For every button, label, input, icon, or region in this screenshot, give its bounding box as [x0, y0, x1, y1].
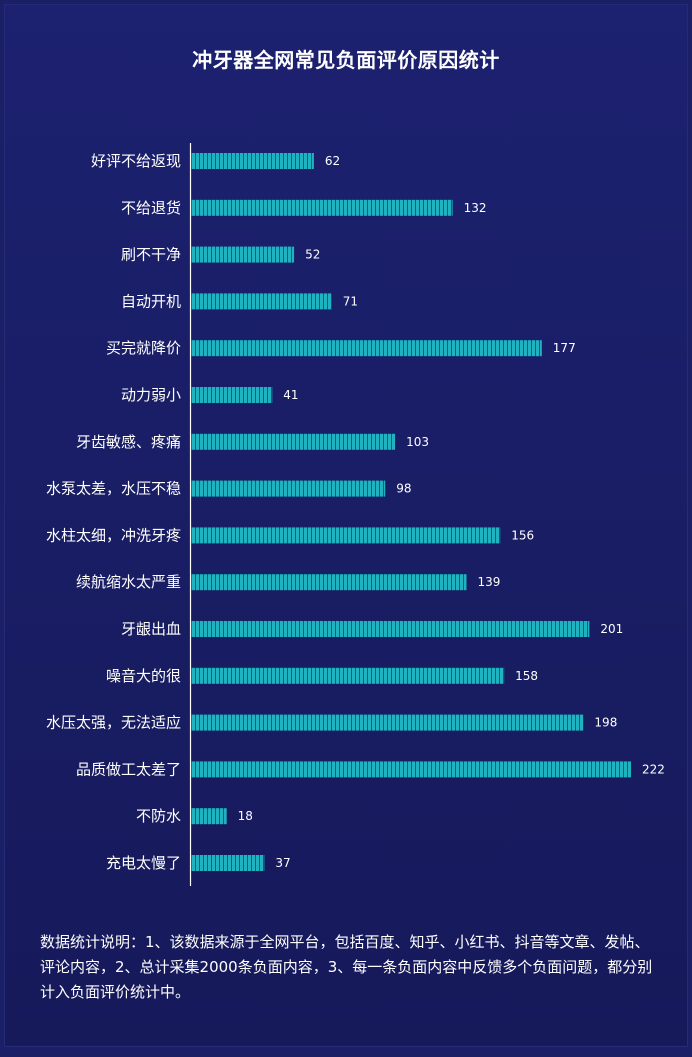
bar [191, 714, 584, 731]
bar [191, 340, 542, 357]
chart-card [4, 4, 688, 1047]
bar [191, 855, 265, 871]
data-note: 数据统计说明：1、该数据来源于全网平台，包括百度、知乎、小红书、抖音等文章、发帖… [40, 933, 653, 1001]
bar [191, 574, 467, 591]
chart-title: 冲牙器全网常见负面评价原因统计 [192, 48, 500, 72]
bar [191, 293, 332, 310]
value-label: 41 [283, 388, 298, 402]
category-label: 水柱太细，冲洗牙疼 [46, 526, 181, 544]
value-label: 52 [305, 248, 320, 262]
category-label: 动力弱小 [121, 386, 181, 404]
value-label: 156 [511, 528, 534, 542]
value-label: 98 [396, 482, 411, 496]
bar [191, 246, 295, 263]
category-label: 品质做工太差了 [76, 760, 181, 778]
bar [191, 480, 386, 497]
bar [191, 808, 227, 825]
category-label: 自动开机 [121, 292, 181, 310]
bar [191, 621, 590, 637]
category-label: 买完就降价 [106, 339, 181, 357]
value-label: 201 [600, 622, 623, 636]
value-label: 139 [477, 575, 500, 589]
category-label: 牙齿敏感、疼痛 [76, 433, 181, 451]
value-label: 103 [406, 435, 429, 449]
category-label: 刷不干净 [121, 246, 181, 264]
category-label: 噪音大的很 [106, 667, 181, 685]
category-label: 水泵太差，水压不稳 [46, 480, 181, 498]
value-label: 158 [515, 669, 538, 683]
category-label: 水压太强，无法适应 [46, 714, 181, 732]
bar [191, 761, 631, 778]
value-label: 37 [275, 856, 290, 870]
value-label: 222 [642, 762, 665, 776]
bar [191, 387, 273, 403]
bar [191, 667, 505, 684]
value-label: 198 [594, 716, 617, 730]
category-label: 牙龈出血 [121, 620, 181, 638]
bar [191, 433, 396, 450]
category-label: 不给退货 [121, 199, 181, 217]
value-label: 18 [238, 809, 253, 823]
bar [191, 527, 501, 544]
bar [191, 199, 453, 216]
value-label: 177 [553, 341, 576, 355]
category-label: 续航缩水太严重 [76, 573, 181, 591]
value-label: 71 [343, 294, 358, 308]
value-label: 62 [325, 154, 340, 168]
value-label: 132 [464, 201, 487, 215]
bar [191, 153, 314, 169]
category-label: 充电太慢了 [106, 854, 181, 872]
category-label: 好评不给返现 [91, 152, 181, 170]
category-label: 不防水 [136, 807, 181, 825]
